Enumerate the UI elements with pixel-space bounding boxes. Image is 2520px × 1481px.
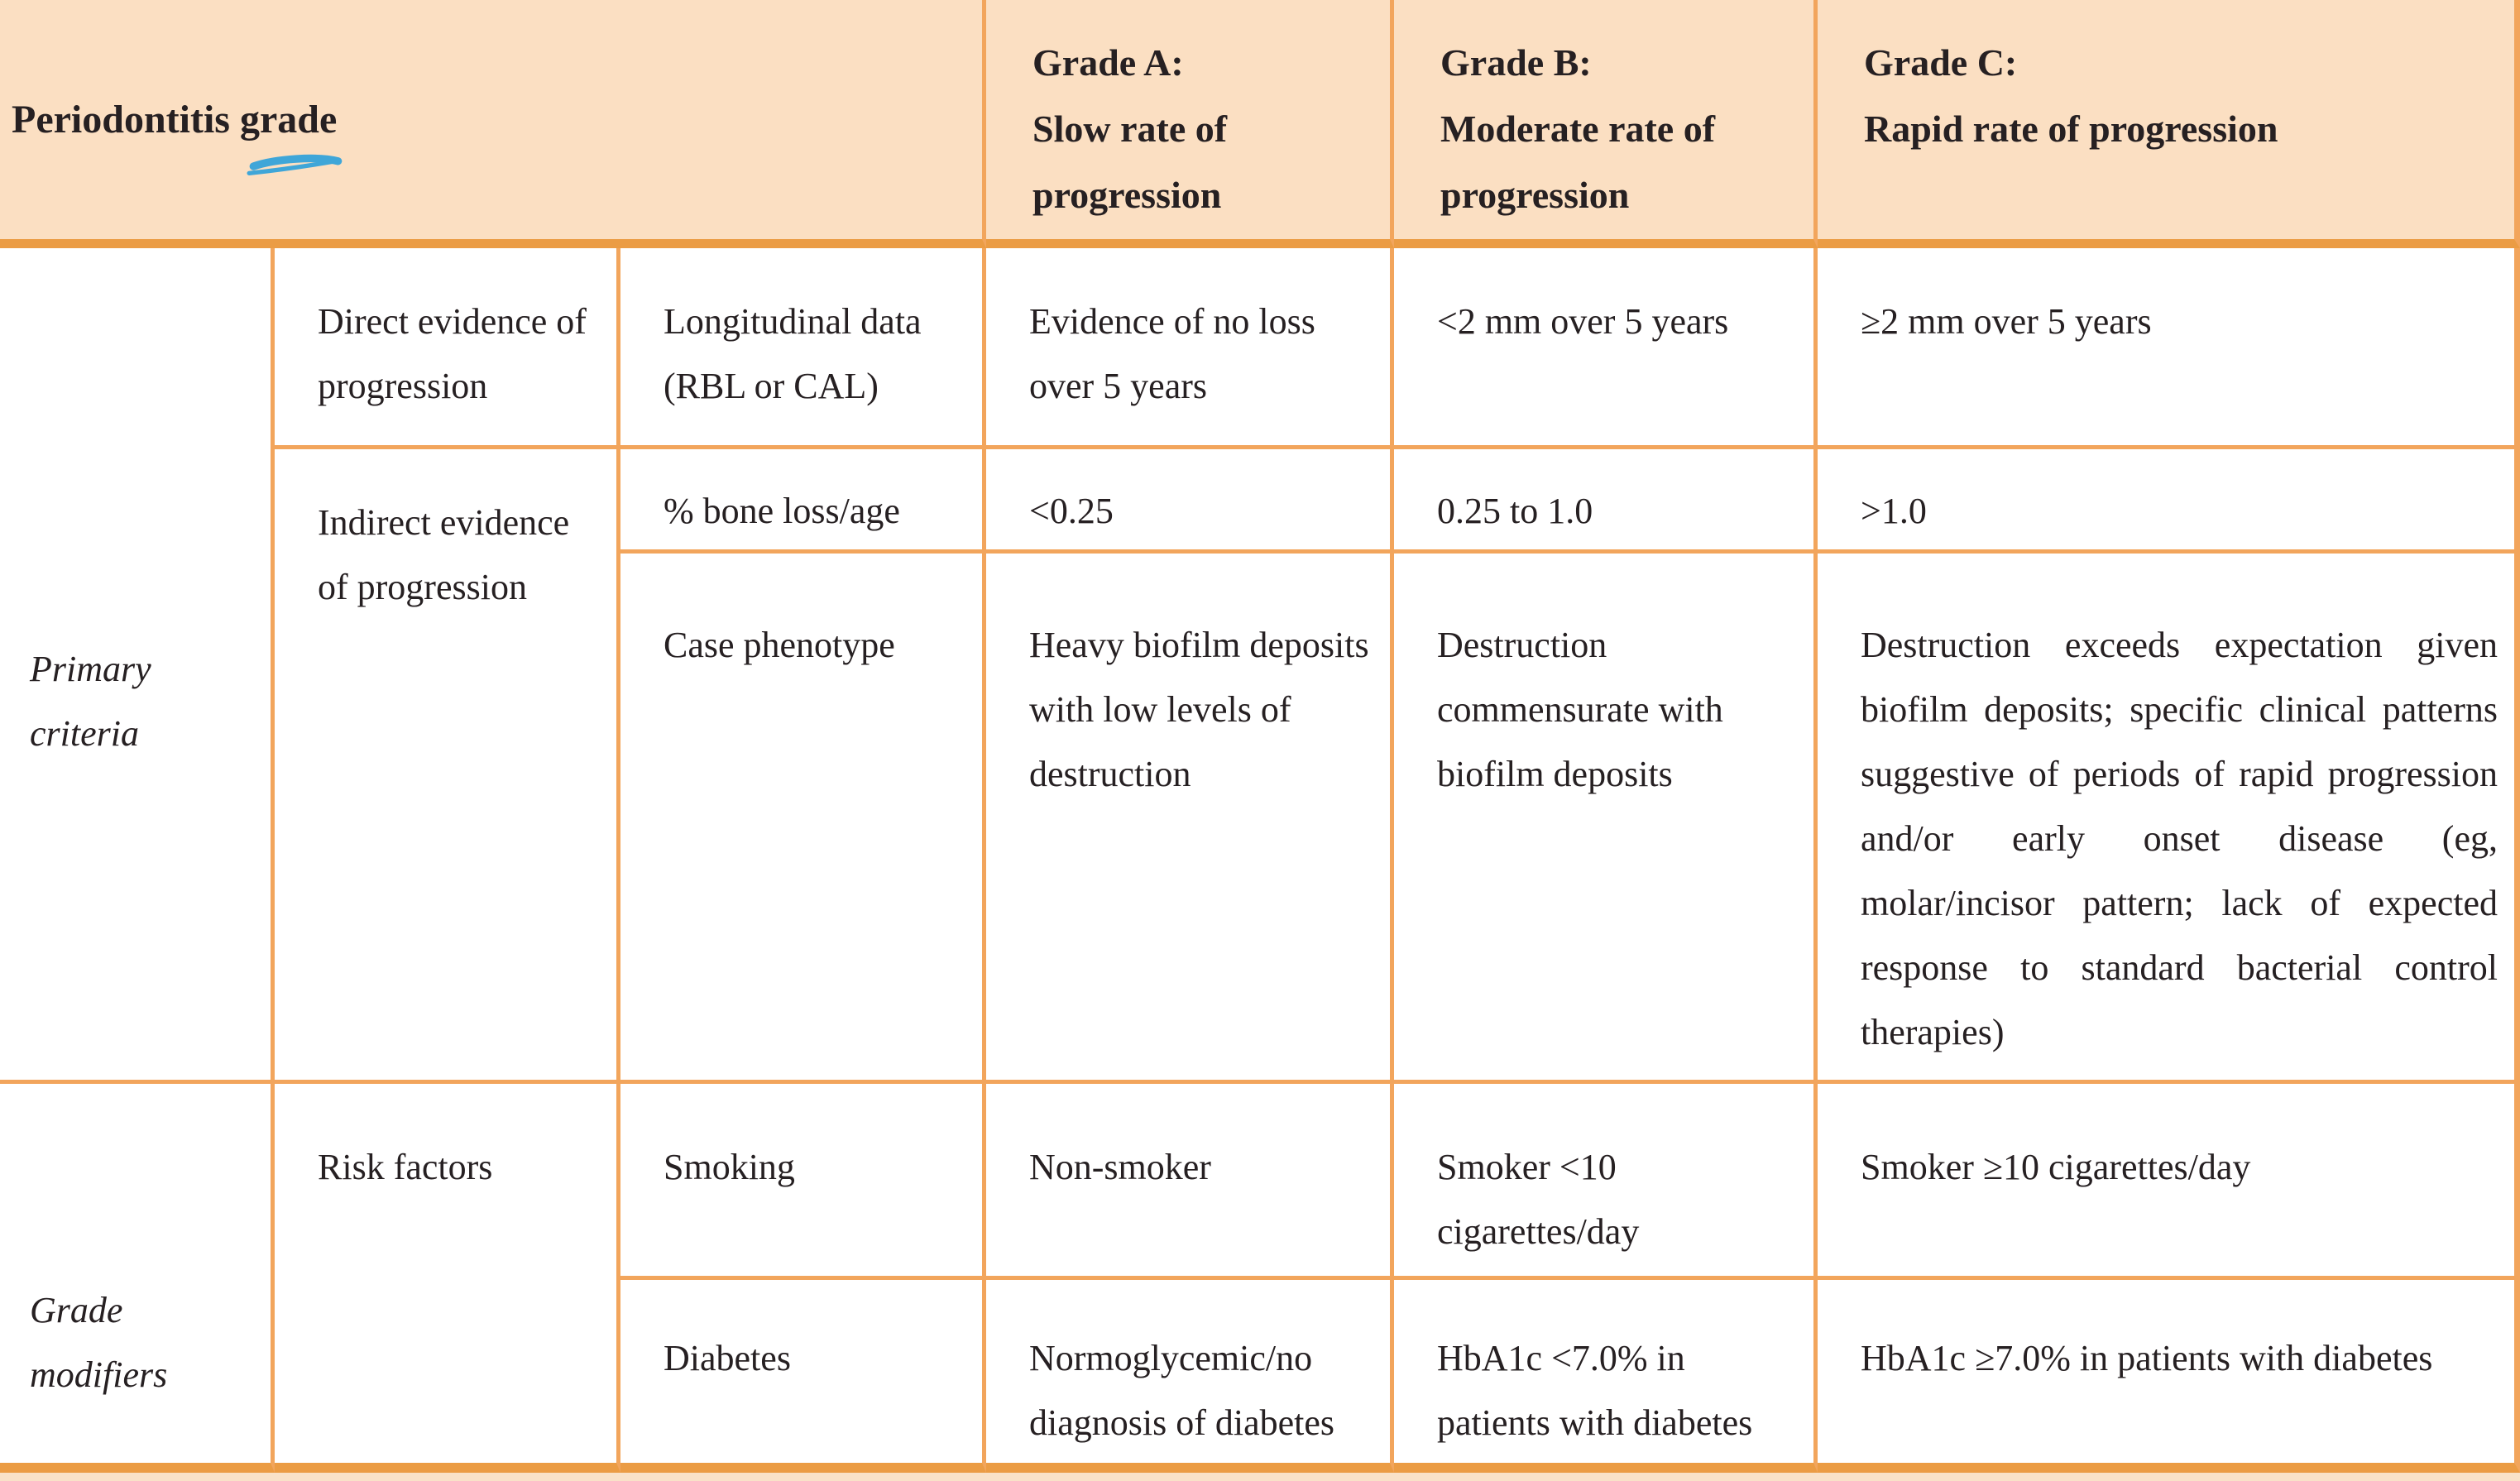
cell-criteria-case-phenotype: Case phenotype (620, 554, 986, 1084)
cell-criteria-longitudinal: Longitudinal data (RBL or CAL) (620, 248, 986, 449)
cell-grade-a-longitudinal: Evidence of no loss over 5 years (986, 248, 1394, 449)
next-section-edge-strip (0, 1473, 2520, 1481)
header-grade-c: Grade C: Rapid rate of progression (1818, 0, 2520, 248)
cell-grade-c-bone-loss-age: >1.0 (1818, 449, 2520, 554)
table-title: Periodontitis grade (12, 97, 338, 141)
highlighter-scribble-icon (247, 154, 343, 175)
cell-grade-c-longitudinal: ≥2 mm over 5 years (1818, 248, 2520, 449)
cell-grade-c-diabetes: HbA1c ≥7.0% in patients with diabetes (1818, 1280, 2520, 1473)
cell-grade-a-bone-loss-age: <0.25 (986, 449, 1394, 554)
cell-grade-b-bone-loss-age: 0.25 to 1.0 (1394, 449, 1818, 554)
row-group-grade-modifiers: Grade modifiers (0, 1084, 275, 1473)
cell-grade-b-longitudinal: <2 mm over 5 years (1394, 248, 1818, 449)
header-grade-a: Grade A: Slow rate of progression (986, 0, 1394, 248)
cell-grade-a-phenotype: Heavy biofilm deposits with low levels o… (986, 554, 1394, 1084)
header-periodontitis-grade: Periodontitis grade (0, 0, 986, 248)
cell-grade-b-smoking: Smoker <10 cigarettes/day (1394, 1084, 1818, 1280)
cell-direct-evidence: Direct evidence of progression (275, 248, 620, 449)
cell-grade-a-diabetes: Normoglycemic/no diagnosis of diabetes (986, 1280, 1394, 1473)
row-group-primary-criteria: Primary criteria (0, 248, 275, 1084)
header-grade-b: Grade B: Moderate rate of progression (1394, 0, 1818, 248)
cell-criteria-smoking: Smoking (620, 1084, 986, 1280)
cell-indirect-evidence: Indirect evidence of progression (275, 449, 620, 1084)
cell-criteria-bone-loss-age: % bone loss/age (620, 449, 986, 554)
cell-criteria-diabetes: Diabetes (620, 1280, 986, 1473)
cell-grade-b-diabetes: HbA1c <7.0% in patients with diabetes (1394, 1280, 1818, 1473)
cell-risk-factors: Risk factors (275, 1084, 620, 1473)
cell-grade-a-smoking: Non-smoker (986, 1084, 1394, 1280)
cell-grade-c-smoking: Smoker ≥10 cigarettes/day (1818, 1084, 2520, 1280)
cell-grade-b-phenotype: Destruction commensurate with biofilm de… (1394, 554, 1818, 1084)
cell-grade-c-phenotype: Destruction exceeds expectation given bi… (1818, 554, 2520, 1084)
